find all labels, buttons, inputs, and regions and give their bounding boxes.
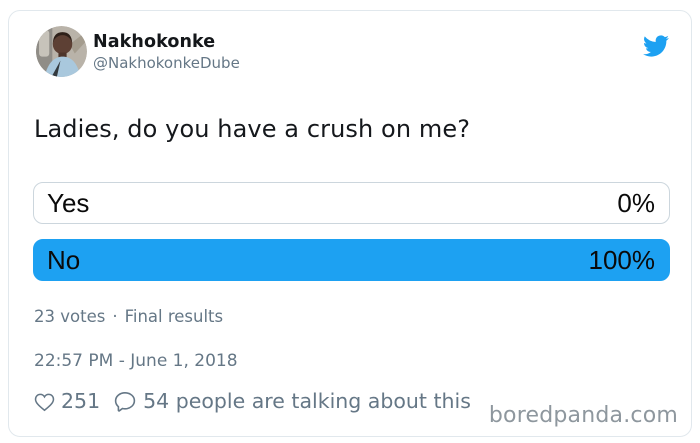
author-name[interactable]: Nakhokonke bbox=[93, 32, 216, 52]
meta-separator: · bbox=[112, 307, 118, 326]
poll-option-label: Yes bbox=[47, 187, 90, 218]
poll-option-label: No bbox=[47, 244, 81, 275]
twitter-bird-icon[interactable] bbox=[643, 35, 669, 57]
speech-bubble-icon bbox=[113, 390, 137, 412]
like-button[interactable]: 251 bbox=[33, 389, 100, 413]
poll-option-percent: 100% bbox=[588, 244, 656, 275]
poll-option-yes: Yes 0% bbox=[33, 182, 670, 224]
watermark: boredpanda.com bbox=[488, 403, 678, 428]
poll-votes-count: 23 votes bbox=[34, 307, 106, 326]
tweet-text: Ladies, do you have a crush on me? bbox=[34, 115, 471, 143]
comments-text: 54 people are talking about this bbox=[143, 389, 471, 413]
poll-option-percent: 0% bbox=[617, 187, 655, 218]
tweet-card: Nakhokonke @NakhokonkeDube Ladies, do yo… bbox=[8, 10, 692, 437]
poll-meta: 23 votes · Final results bbox=[34, 307, 223, 326]
author-handle[interactable]: @NakhokonkeDube bbox=[93, 54, 240, 72]
avatar[interactable] bbox=[36, 26, 87, 77]
heart-icon bbox=[33, 391, 56, 412]
engagement-bar: 251 54 people are talking about this bbox=[33, 389, 471, 413]
avatar-image bbox=[36, 26, 87, 77]
poll-status: Final results bbox=[124, 307, 224, 326]
comments-link[interactable]: 54 people are talking about this bbox=[113, 389, 471, 413]
tweet-timestamp[interactable]: 22:57 PM - June 1, 2018 bbox=[34, 351, 238, 371]
poll-option-no: No 100% bbox=[33, 239, 670, 281]
like-count: 251 bbox=[61, 389, 101, 413]
